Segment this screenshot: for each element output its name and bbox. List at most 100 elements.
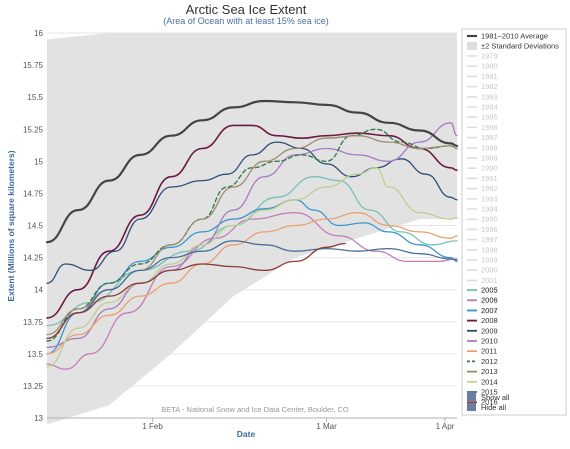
show-all-swatch xyxy=(467,393,476,401)
legend-item-1993[interactable]: 1993 xyxy=(467,194,498,203)
y-axis-ticks: 13 13.25 13.5 13.75 14 14.25 14.5 14.75 15 15.25 1… xyxy=(23,29,44,423)
legend-item-2012[interactable]: 2012 xyxy=(467,357,498,366)
legend-label: 1991 xyxy=(481,174,498,183)
legend-item-1999[interactable]: 1999 xyxy=(467,256,498,265)
chart-credit: BETA - National Snow and Ice Data Center… xyxy=(161,405,349,414)
legend-item-1985[interactable]: 1985 xyxy=(467,113,498,122)
std-deviation-band xyxy=(47,33,457,425)
legend-label: 1981 xyxy=(481,72,498,81)
y-tick-label: 15.25 xyxy=(23,125,44,134)
legend-item-1984[interactable]: 1984 xyxy=(467,103,498,112)
legend-label: 1989 xyxy=(481,154,498,163)
series-line-2006 xyxy=(46,212,458,370)
x-axis-title: Date xyxy=(237,429,256,439)
y-tick-label: 15.75 xyxy=(23,61,44,70)
legend-label: 1998 xyxy=(481,245,498,254)
legend-item-2011[interactable]: 2011 xyxy=(467,347,497,356)
y-axis-title: Extent (Millions of square kilometers) xyxy=(6,150,16,301)
legend-label: 1994 xyxy=(481,205,498,214)
series-line-2015 xyxy=(46,240,458,340)
series-line-2005 xyxy=(46,176,458,327)
legend-label: 1999 xyxy=(481,256,498,265)
chart-subtitle: (Area of Ocean with at least 15% sea ice… xyxy=(163,16,329,26)
legend-item-1994[interactable]: 1994 xyxy=(467,205,498,214)
legend-label: 2013 xyxy=(481,367,498,376)
legend-item-2015[interactable]: 2015 xyxy=(467,388,498,397)
legend-item-1983[interactable]: 1983 xyxy=(467,92,498,101)
y-tick-label: 14.25 xyxy=(23,254,44,263)
legend-item-2008[interactable]: 2008 xyxy=(467,316,498,325)
legend-label: 1988 xyxy=(481,143,498,152)
legend-item-2016[interactable]: 2016 xyxy=(467,398,498,407)
series-line-2011 xyxy=(46,212,458,355)
legend-item-std[interactable]: ±2 Standard Deviations xyxy=(467,42,559,51)
legend-label: 1980 xyxy=(481,62,498,71)
legend-label: 2003 xyxy=(481,296,498,305)
hide-all-swatch xyxy=(467,403,476,411)
legend-item-1982[interactable]: 1982 xyxy=(467,82,498,91)
legend-label: 2009 xyxy=(481,326,498,335)
legend-item-1979[interactable]: 1979 xyxy=(467,52,498,61)
legend-label: 1979 xyxy=(481,52,498,61)
legend-item-2006[interactable]: 2006 xyxy=(467,296,498,305)
legend-item-2001[interactable]: 2001 xyxy=(467,276,498,285)
x-tick-label: 1 Mar xyxy=(316,422,337,431)
series-line-2016 xyxy=(46,242,346,340)
legend-item-1990[interactable]: 1990 xyxy=(467,164,498,173)
legend-item-1996[interactable]: 1996 xyxy=(467,225,498,234)
legend-item-2007[interactable]: 2007 xyxy=(467,306,498,315)
legend-label: 2004 xyxy=(481,307,498,316)
y-tick-label: 13.25 xyxy=(23,382,44,391)
legend-item-2010[interactable]: 2010 xyxy=(467,337,498,346)
legend-label: 2010 xyxy=(481,337,498,346)
legend-item-2000[interactable]: 2000 xyxy=(467,266,498,275)
legend-label: 2016 xyxy=(481,398,498,407)
legend-item-1988[interactable]: 1988 xyxy=(467,143,498,152)
legend-label: 2012 xyxy=(481,357,498,366)
legend-label: 1983 xyxy=(481,92,498,101)
legend-label: 1997 xyxy=(481,235,498,244)
x-tick-label: 1 Feb xyxy=(142,422,163,431)
legend-label: 1982 xyxy=(481,82,498,91)
show-all-button[interactable]: Show all xyxy=(467,393,510,402)
legend-item-2013[interactable]: 2013 xyxy=(467,367,498,376)
y-tick-label: 14 xyxy=(34,286,43,295)
legend-item-1986[interactable]: 1986 xyxy=(467,123,498,132)
legend-item-2005[interactable]: 2005 xyxy=(467,286,498,295)
legend-item-1991[interactable]: 1991 xyxy=(467,174,498,183)
legend-label-std: ±2 Standard Deviations xyxy=(481,42,559,51)
legend-label: 2001 xyxy=(481,276,498,285)
legend-item-2014[interactable]: 2014 xyxy=(467,377,498,386)
legend-label: 2015 xyxy=(481,388,498,397)
legend-label: 2008 xyxy=(481,316,498,325)
y-tick-label: 13 xyxy=(34,414,43,423)
legend-item-1992[interactable]: 1992 xyxy=(467,184,498,193)
legend-item-average[interactable]: 1981–2010 Average xyxy=(467,32,548,41)
series-line-2012 xyxy=(46,128,458,342)
legend-item-1980[interactable]: 1980 xyxy=(467,62,498,71)
hide-all-button[interactable]: Hide all xyxy=(467,403,506,412)
legend-item-1995[interactable]: 1995 xyxy=(467,215,498,224)
show-all-label: Show all xyxy=(481,393,510,402)
legend-label: 1986 xyxy=(481,123,498,132)
legend-item-1997[interactable]: 1997 xyxy=(467,235,498,244)
series-line-2008 xyxy=(46,124,458,319)
legend-item-1998[interactable]: 1998 xyxy=(467,245,498,254)
series-line-2009 xyxy=(46,141,458,284)
series-line-1981-2010-average xyxy=(45,99,459,244)
legend-label: 2014 xyxy=(481,377,498,386)
legend-item-1987[interactable]: 1987 xyxy=(467,133,498,142)
legend-label: 2006 xyxy=(481,296,498,305)
legend-label: 1993 xyxy=(481,194,498,203)
legend-label: 2007 xyxy=(481,306,498,315)
legend-box xyxy=(461,28,567,416)
legend-item-1989[interactable]: 1989 xyxy=(467,154,498,163)
legend-label: 1996 xyxy=(481,225,498,234)
legend-item-2009[interactable]: 2009 xyxy=(467,326,498,335)
legend-item-1981[interactable]: 1981 xyxy=(467,72,498,81)
legend-label: 1995 xyxy=(481,215,498,224)
legend-label: 2011 xyxy=(481,347,497,356)
plot-area xyxy=(45,32,459,425)
